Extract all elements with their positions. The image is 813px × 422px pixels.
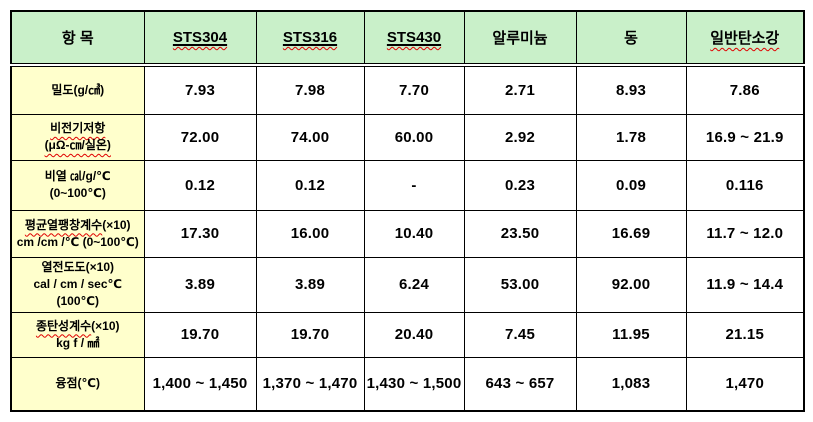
value-cell: 11.95 [575, 311, 687, 358]
value-cell: 11.9 ~ 14.4 [685, 256, 805, 313]
row-label-thermal-conductivity: 열전도도(×10) cal / cm / sec℃ (100℃) [10, 256, 145, 313]
value-cell: 1,400 ~ 1,450 [143, 356, 257, 412]
header-cell-aluminum: 알루미늄 [463, 10, 577, 67]
value-cell: 92.00 [575, 256, 687, 313]
value-cell: 7.98 [255, 64, 365, 115]
row-label-line: 비전기저항 [50, 121, 106, 136]
row-label-resistivity: 비전기저항 (μΩ-㎝/실온) [10, 113, 145, 161]
row-label-line: 비열 ㎈/g/℃ [44, 169, 111, 184]
table-row-melting-point: 융점(℃) 1,400 ~ 1,450 1,370 ~ 1,470 1,430 … [10, 356, 805, 412]
row-label-line: cal / cm / sec℃ (100℃) [33, 277, 123, 308]
table-row-density: 밀도(g/㎤) 7.93 7.98 7.70 2.71 8.93 7.86 [10, 64, 805, 115]
header-cell-item: 항 목 [10, 10, 145, 67]
header-cell-carbon-steel: 일반탄소강 [685, 10, 805, 67]
value-cell: 23.50 [463, 209, 577, 258]
value-cell: 2.71 [463, 64, 577, 115]
header-row: 항 목 STS304 STS316 STS430 알루미늄 동 일반탄소강 [10, 10, 805, 67]
table-row-specific-heat: 비열 ㎈/g/℃ (0~100℃) 0.12 0.12 - 0.23 0.09 … [10, 159, 805, 211]
value-cell: 7.70 [363, 64, 465, 115]
table-row-thermal-conductivity: 열전도도(×10) cal / cm / sec℃ (100℃) 3.89 3.… [10, 256, 805, 313]
value-cell: 21.15 [685, 311, 805, 358]
table-row-elastic-modulus: 종탄성계수(×10) kg f / ㎟ 19.70 19.70 20.40 7.… [10, 311, 805, 358]
value-cell: 16.9 ~ 21.9 [685, 113, 805, 161]
row-label-line: 열전도도(×10) [41, 260, 114, 275]
header-carbon-steel-label: 일반탄소강 [710, 30, 780, 47]
header-cell-sts316: STS316 [255, 10, 365, 67]
row-label-line: 종탄성계수(×10) [35, 318, 120, 333]
value-cell: 3.89 [255, 256, 365, 313]
value-cell: 6.24 [363, 256, 465, 313]
value-cell: 0.09 [575, 159, 687, 211]
value-cell: 0.116 [685, 159, 805, 211]
value-cell: 72.00 [143, 113, 257, 161]
table-row-resistivity: 비전기저항 (μΩ-㎝/실온) 72.00 74.00 60.00 2.92 1… [10, 113, 805, 161]
row-label-specific-heat: 비열 ㎈/g/℃ (0~100℃) [10, 159, 145, 211]
header-sts316-label: STS316 [282, 29, 338, 46]
row-label-line: cm /cm /℃ (0~100℃) [16, 234, 139, 249]
header-sts304-label: STS304 [172, 29, 228, 46]
row-label-line: (μΩ-㎝/실온) [44, 138, 111, 152]
value-cell: 16.00 [255, 209, 365, 258]
header-copper-label: 동 [624, 30, 638, 47]
row-label-thermal-expansion: 평균열팽창계수(×10) cm /cm /℃ (0~100℃) [10, 209, 145, 258]
value-cell: 20.40 [363, 311, 465, 358]
spellcheck-squiggle: STS304 [173, 29, 227, 46]
header-cell-copper: 동 [575, 10, 687, 67]
value-cell: 16.69 [575, 209, 687, 258]
value-cell: 7.93 [143, 64, 257, 115]
row-label-elastic-modulus: 종탄성계수(×10) kg f / ㎟ [10, 311, 145, 358]
value-cell: 11.7 ~ 12.0 [685, 209, 805, 258]
header-cell-sts304: STS304 [143, 10, 257, 67]
material-properties-table: 항 목 STS304 STS316 STS430 알루미늄 동 일반탄소강 밀도… [10, 10, 805, 412]
spellcheck-squiggle: STS430 [387, 29, 441, 46]
row-label-line: (0~100℃) [49, 186, 106, 200]
row-label-melting-point: 융점(℃) [10, 356, 145, 412]
value-cell: 1,370 ~ 1,470 [255, 356, 365, 412]
spellcheck-squiggle: STS316 [283, 29, 337, 46]
value-cell: - [363, 159, 465, 211]
row-label-line: 평균열팽창계수(×10) [24, 217, 131, 232]
value-cell: 10.40 [363, 209, 465, 258]
header-item-label: 항 목 [61, 30, 94, 47]
value-cell: 643 ~ 657 [463, 356, 577, 412]
row-label-line: 밀도(g/㎤) [51, 82, 105, 97]
value-cell: 53.00 [463, 256, 577, 313]
value-cell: 8.93 [575, 64, 687, 115]
value-cell: 1,470 [685, 356, 805, 412]
material-properties-table-wrap: 항 목 STS304 STS316 STS430 알루미늄 동 일반탄소강 밀도… [10, 10, 805, 412]
value-cell: 17.30 [143, 209, 257, 258]
value-cell: 74.00 [255, 113, 365, 161]
value-cell: 60.00 [363, 113, 465, 161]
header-aluminum-label: 알루미늄 [492, 30, 548, 47]
value-cell: 1,083 [575, 356, 687, 412]
value-cell: 0.23 [463, 159, 577, 211]
value-cell: 19.70 [143, 311, 257, 358]
row-label-density: 밀도(g/㎤) [10, 64, 145, 115]
value-cell: 0.12 [143, 159, 257, 211]
value-cell: 1.78 [575, 113, 687, 161]
table-row-thermal-expansion: 평균열팽창계수(×10) cm /cm /℃ (0~100℃) 17.30 16… [10, 209, 805, 258]
value-cell: 3.89 [143, 256, 257, 313]
value-cell: 1,430 ~ 1,500 [363, 356, 465, 412]
header-sts430-label: STS430 [386, 29, 442, 46]
value-cell: 2.92 [463, 113, 577, 161]
value-cell: 7.86 [685, 64, 805, 115]
value-cell: 0.12 [255, 159, 365, 211]
value-cell: 7.45 [463, 311, 577, 358]
value-cell: 19.70 [255, 311, 365, 358]
row-label-line: kg f / ㎟ [56, 335, 100, 350]
header-cell-sts430: STS430 [363, 10, 465, 67]
row-label-line: 융점(℃) [55, 376, 101, 391]
